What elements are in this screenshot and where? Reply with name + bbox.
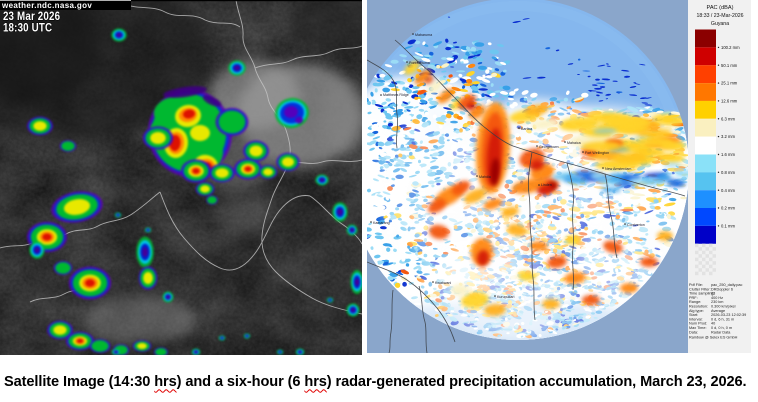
svg-text:New Amsterdam: New Amsterdam [605, 167, 631, 171]
svg-text:Kurupukari: Kurupukari [497, 295, 515, 299]
svg-text:Port Kaituma: Port Kaituma [409, 61, 430, 65]
svg-text:Start:: Start: [689, 313, 698, 317]
svg-text:Mahdia: Mahdia [479, 175, 491, 179]
svg-text:Clutter Filter:: Clutter Filter: [689, 287, 711, 291]
svg-text:Bartica: Bartica [521, 127, 532, 131]
svg-text:400 Hz: 400 Hz [711, 296, 723, 300]
svg-text:Matthews Ridge: Matthews Ridge [383, 93, 409, 97]
svg-text:1.6 mm: 1.6 mm [721, 152, 735, 157]
svg-text:12.6 mm: 12.6 mm [721, 99, 738, 104]
svg-text:Rainbow @ Selex ES GmbH: Rainbow @ Selex ES GmbH [689, 336, 738, 340]
svg-text:Mabaruma: Mabaruma [415, 33, 432, 37]
svg-text:100.2 mm: 100.2 mm [721, 45, 740, 50]
svg-text:25.1 mm: 25.1 mm [721, 81, 738, 86]
svg-text:23 Mar 2026: 23 Mar 2026 [3, 10, 60, 23]
svg-text:Num Prod:: Num Prod: [689, 322, 707, 326]
svg-text:Guyana: Guyana [711, 21, 729, 27]
svg-text:Range:: Range: [689, 300, 701, 304]
svg-text:Alg type:: Alg type: [689, 309, 704, 313]
svg-text:0 d, 6 h, 31 m: 0 d, 6 h, 31 m [711, 317, 734, 321]
svg-text:Corriverton: Corriverton [627, 223, 645, 227]
svg-text:Linden: Linden [541, 183, 552, 187]
svg-text:0.300 km/pixel: 0.300 km/pixel [711, 305, 736, 309]
svg-text:Georgetown: Georgetown [539, 145, 559, 149]
svg-text:18:33 / 23-Mar-2026: 18:33 / 23-Mar-2026 [696, 13, 743, 19]
svg-text:Max Time:: Max Time: [689, 326, 707, 330]
svg-text:Pdf File:: Pdf File: [689, 283, 703, 287]
svg-text:Fort Wellington: Fort Wellington [585, 151, 609, 155]
svg-text:0 d, 0 h, 0 m: 0 d, 0 h, 0 m [711, 326, 732, 330]
svg-text:Time sampling:: Time sampling: [689, 292, 715, 296]
svg-text:33: 33 [711, 292, 715, 296]
svg-text:2026-03-23 12:02:39: 2026-03-23 12:02:39 [711, 313, 746, 317]
svg-text:3.2 mm: 3.2 mm [721, 134, 735, 139]
svg-text:Data:: Data: [689, 330, 698, 334]
svg-text:0.4 mm: 0.4 mm [721, 188, 735, 193]
svg-text:230 km: 230 km [711, 300, 723, 304]
svg-text:Kamarang: Kamarang [373, 221, 390, 225]
svg-text:Radar Data: Radar Data [711, 330, 731, 334]
svg-text:40: 40 [711, 322, 715, 326]
svg-text:Kwakwani: Kwakwani [435, 281, 451, 285]
svg-text:0.2 mm: 0.2 mm [721, 206, 735, 211]
svg-text:pac_250_daily.pac: pac_250_daily.pac [711, 283, 742, 287]
svg-text:weather.ndc.nasa.gov: weather.ndc.nasa.gov [1, 1, 92, 10]
svg-text:Interval:: Interval: [689, 317, 703, 321]
svg-text:DRDoppler 6: DRDoppler 6 [711, 287, 733, 291]
svg-text:Resolution:: Resolution: [689, 305, 708, 309]
svg-text:0.8 mm: 0.8 mm [721, 170, 735, 175]
svg-text:18:30 UTC: 18:30 UTC [3, 22, 52, 35]
svg-text:Mahaica: Mahaica [567, 141, 581, 145]
svg-text:6.3 mm: 6.3 mm [721, 116, 735, 121]
svg-text:PRF:: PRF: [689, 296, 698, 300]
svg-text:50.1 mm: 50.1 mm [721, 63, 738, 68]
svg-text:Average: Average [711, 309, 725, 313]
svg-text:0.1 mm: 0.1 mm [721, 224, 735, 229]
svg-text:PAC (dBA): PAC (dBA) [707, 5, 734, 11]
